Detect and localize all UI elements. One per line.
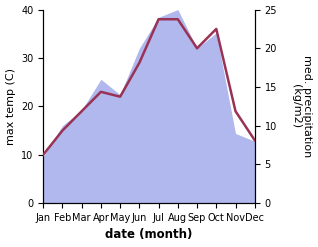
- Y-axis label: med. precipitation
(kg/m2): med. precipitation (kg/m2): [291, 55, 313, 158]
- X-axis label: date (month): date (month): [105, 228, 193, 242]
- Y-axis label: max temp (C): max temp (C): [5, 68, 16, 145]
